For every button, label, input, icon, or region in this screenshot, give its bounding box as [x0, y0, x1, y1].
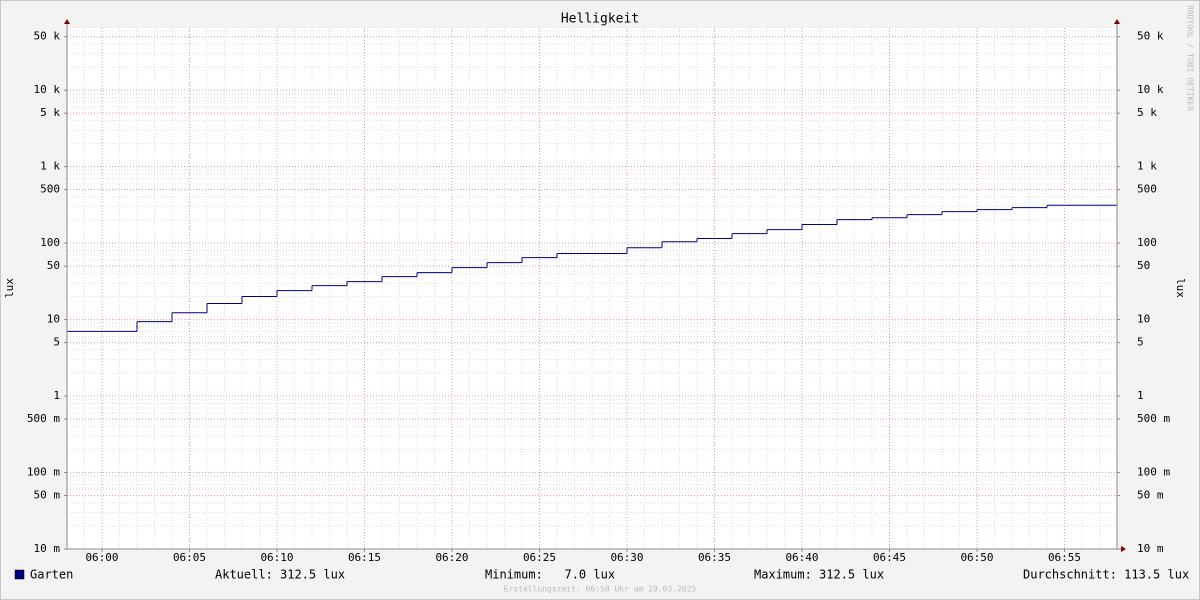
- chart-title: Helligkeit: [561, 12, 639, 27]
- y2-tick-label: 5 k: [1137, 106, 1157, 119]
- x-tick-label: 06:20: [435, 551, 468, 564]
- y2-tick-label: 10 k: [1137, 83, 1164, 96]
- x-tick-label: 06:00: [85, 551, 118, 564]
- axis-arrow: [1114, 19, 1120, 24]
- y-tick-label: 50 m: [34, 489, 61, 502]
- y2-tick-label: 5: [1137, 336, 1144, 349]
- y-tick-label: 10 m: [34, 542, 61, 555]
- y-tick-label: 10 k: [34, 83, 61, 96]
- x-tick-label: 06:10: [260, 551, 293, 564]
- y2-tick-label: 500 m: [1137, 412, 1170, 425]
- axes: 10 m 10 m 50 m 50 m 100 m 100 m 500 m 500 m 1 1 5 5…: [27, 19, 1170, 564]
- x-tick-label: 06:25: [523, 551, 556, 564]
- watermark: RRDTOOL / TOBI OETIKER: [1186, 5, 1195, 111]
- y-tick-label: 100 m: [27, 466, 60, 479]
- y2-tick-label: 1: [1137, 389, 1144, 402]
- x-tick-label: 06:40: [785, 551, 818, 564]
- y2-tick-label: 100 m: [1137, 466, 1170, 479]
- legend-label: Garten: [30, 568, 73, 582]
- y2-tick-label: 1 k: [1137, 160, 1157, 173]
- x-tick-label: 06:05: [173, 551, 206, 564]
- y2-tick-label: 500: [1137, 183, 1157, 196]
- y-axis-label: lux: [3, 278, 16, 298]
- grid: [66, 28, 1118, 550]
- x-tick-label: 06:45: [873, 551, 906, 564]
- y2-tick-label: 50 k: [1137, 30, 1164, 43]
- legend-stat: Maximum: 312.5 lux: [754, 568, 884, 582]
- y-tick-label: 500: [40, 183, 60, 196]
- y2-tick-label: 50 m: [1137, 489, 1164, 502]
- plot-area: [67, 28, 1117, 549]
- footer: Erstellungszeit: 06:58 Uhr am 29.03.2025: [504, 585, 697, 594]
- y-tick-label: 500 m: [27, 412, 60, 425]
- axis-arrow: [1121, 546, 1126, 552]
- y-tick-label: 100: [40, 236, 60, 249]
- legend-stat: Durchschnitt: 113.5 lux: [1023, 568, 1189, 582]
- y-tick-label: 10: [47, 313, 60, 326]
- legend-stat: Aktuell: 312.5 lux: [215, 568, 345, 582]
- y-tick-label: 1 k: [40, 160, 60, 173]
- y2-tick-label: 10: [1137, 313, 1150, 326]
- x-tick-label: 06:55: [1048, 551, 1081, 564]
- y2-tick-label: 100: [1137, 236, 1157, 249]
- y2-tick-label: 50: [1137, 259, 1150, 272]
- y-tick-label: 50: [47, 259, 60, 272]
- x-tick-label: 06:50: [960, 551, 993, 564]
- axis-arrow: [64, 19, 70, 24]
- y-tick-label: 5 k: [40, 106, 60, 119]
- x-tick-label: 06:35: [698, 551, 731, 564]
- y2-axis-label: lux: [1174, 278, 1187, 298]
- x-tick-label: 06:15: [348, 551, 381, 564]
- y2-tick-label: 10 m: [1137, 542, 1164, 555]
- legend-stat: Minimum: 7.0 lux: [485, 568, 615, 582]
- marks: [67, 204, 1117, 332]
- y-tick-label: 50 k: [34, 30, 61, 43]
- y-tick-label: 1: [53, 389, 60, 402]
- x-tick-label: 06:30: [610, 551, 643, 564]
- y-tick-label: 5: [53, 336, 60, 349]
- legend-swatch: [14, 569, 25, 580]
